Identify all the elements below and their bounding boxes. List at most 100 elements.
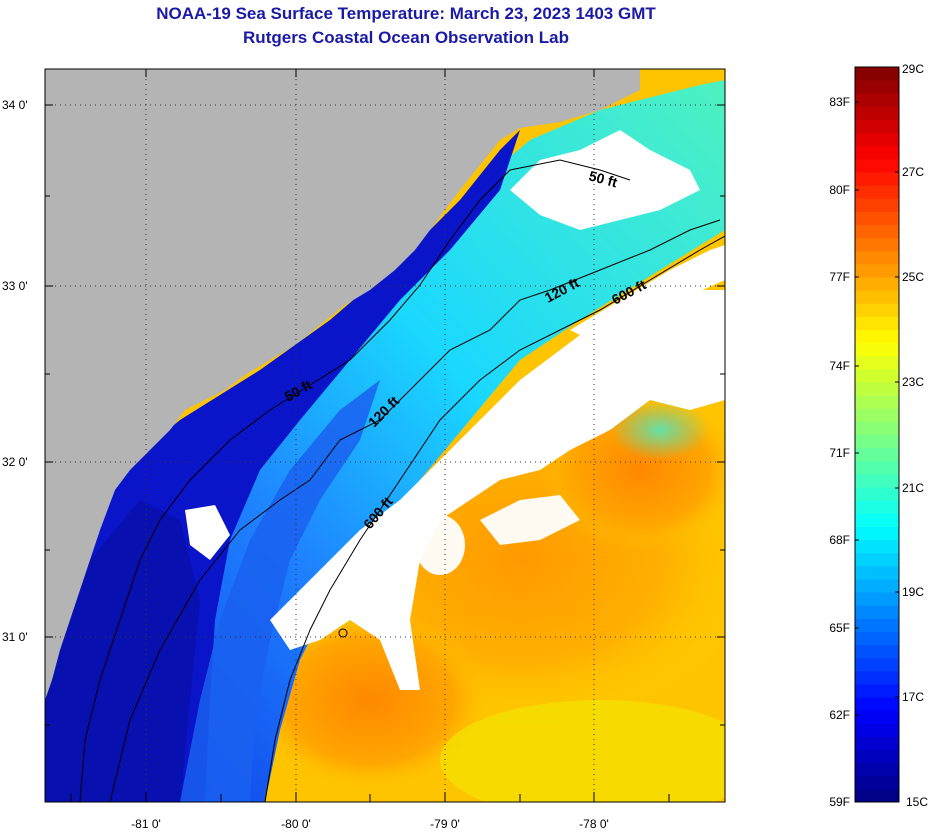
colorbar-band xyxy=(855,67,899,81)
colorbar-band xyxy=(855,565,899,580)
cloud-mask xyxy=(480,495,580,545)
contour-600ft xyxy=(264,235,725,802)
colorbar-c-label: 17C xyxy=(902,690,924,704)
colorbar-f-label: 74F xyxy=(829,359,850,373)
colorbar-band xyxy=(855,316,899,330)
colorbar-f-label: 65F xyxy=(829,621,850,635)
colorbar-ticks xyxy=(855,101,899,716)
colorbar-f-label: 62F xyxy=(829,708,850,722)
colorbar-bands xyxy=(855,67,899,803)
colorbar-f-label: 71F xyxy=(829,446,850,460)
colorbar-band xyxy=(855,749,899,764)
colorbar-band xyxy=(855,473,899,488)
mid-shelf-blue xyxy=(180,380,380,802)
colorbar-band xyxy=(855,277,899,291)
cloud-mask xyxy=(270,290,725,690)
map-subtitle: Rutgers Coastal Ocean Observation Lab xyxy=(243,28,569,47)
graticule xyxy=(45,69,725,802)
colorbar-f-label: 77F xyxy=(829,270,850,284)
colorbar-band xyxy=(855,447,899,462)
colorbar-band xyxy=(855,670,899,685)
colorbar-band xyxy=(855,775,899,790)
colorbar-band xyxy=(855,710,899,724)
colorbar-f-label: 80F xyxy=(829,183,850,197)
green-water-patch xyxy=(610,400,710,460)
colorbar-c-label: 29C xyxy=(902,62,924,76)
lat-label: 32 0' xyxy=(2,455,28,469)
lon-label: -81 0' xyxy=(131,817,161,831)
colorbar-band xyxy=(855,631,899,645)
colorbar-band xyxy=(855,80,899,94)
colorbar-band xyxy=(855,172,899,186)
yellow-water-patch xyxy=(440,700,725,802)
axis-ticks xyxy=(45,69,725,802)
colorbar-band xyxy=(855,605,899,619)
colorbar-c-label: 19C xyxy=(902,585,924,599)
colorbar-band xyxy=(855,788,899,803)
colorbar-band xyxy=(855,132,899,147)
colorbar-f-label: 83F xyxy=(829,95,850,109)
colorbar-band xyxy=(855,158,899,173)
colorbar-band xyxy=(855,578,899,593)
warm-water-patch xyxy=(250,610,490,790)
colorbar-band xyxy=(855,119,899,134)
cloud-mask xyxy=(510,130,700,230)
colorbar-band xyxy=(855,460,899,475)
map-frame xyxy=(44,68,726,803)
colorbar-band xyxy=(855,303,899,317)
colorbar-band xyxy=(855,237,899,252)
colorbar-band xyxy=(855,368,899,383)
colorbar-band xyxy=(855,552,899,567)
colorbar-band xyxy=(855,329,899,344)
lat-label: 31 0' xyxy=(2,630,28,644)
colorbar-band xyxy=(855,762,899,777)
cloud-mask xyxy=(185,505,230,560)
colorbar-band xyxy=(855,513,899,527)
map-title: NOAA-19 Sea Surface Temperature: March 2… xyxy=(156,4,656,23)
colorbar-band xyxy=(855,185,899,199)
contour-120ft xyxy=(109,219,721,802)
colorbar-band xyxy=(855,145,899,160)
colorbar-band xyxy=(855,106,899,120)
colorbar-c-label: 15C xyxy=(906,795,928,809)
colorbar-band xyxy=(855,434,899,449)
colorbar-band xyxy=(855,500,899,514)
colorbar-band xyxy=(855,644,899,659)
colorbar-band xyxy=(855,382,899,396)
colorbar-band xyxy=(855,723,899,737)
colorbar-band xyxy=(855,618,899,632)
colorbar-f-label: 68F xyxy=(829,533,850,547)
contour-label-50ft-north: 50 ft xyxy=(587,167,619,190)
reef-marker xyxy=(338,628,348,638)
colorbar-band xyxy=(855,211,899,225)
colorbar-band xyxy=(855,355,899,370)
colorbar-band xyxy=(855,224,899,239)
contour-50ft xyxy=(79,159,631,802)
land-mass xyxy=(45,69,640,700)
lat-label: 33 0' xyxy=(2,279,28,293)
colorbar-band xyxy=(855,736,899,750)
colorbar-c-label: 27C xyxy=(902,165,924,179)
colorbar-band xyxy=(855,683,899,698)
colorbar-f-label: 59F xyxy=(829,795,850,809)
lon-label: -78 0' xyxy=(579,817,609,831)
colorbar-band xyxy=(855,250,899,265)
colorbar-band xyxy=(855,408,899,422)
colorbar-band xyxy=(855,539,899,554)
lon-label: -79 0' xyxy=(430,817,460,831)
colorbar-c-label: 25C xyxy=(902,270,924,284)
colorbar-band xyxy=(855,342,899,357)
colorbar-band xyxy=(855,657,899,672)
colorbar-band xyxy=(855,395,899,409)
lat-label: 34 0' xyxy=(2,98,28,112)
cloud-mask xyxy=(415,515,465,575)
colorbar-band xyxy=(855,198,899,212)
colorbar-frame xyxy=(854,66,900,803)
colorbar-band xyxy=(855,421,899,435)
colorbar-band xyxy=(855,93,899,107)
colorbar-band xyxy=(855,487,899,501)
colorbar-band xyxy=(855,290,899,304)
cloud-mask xyxy=(570,245,725,340)
